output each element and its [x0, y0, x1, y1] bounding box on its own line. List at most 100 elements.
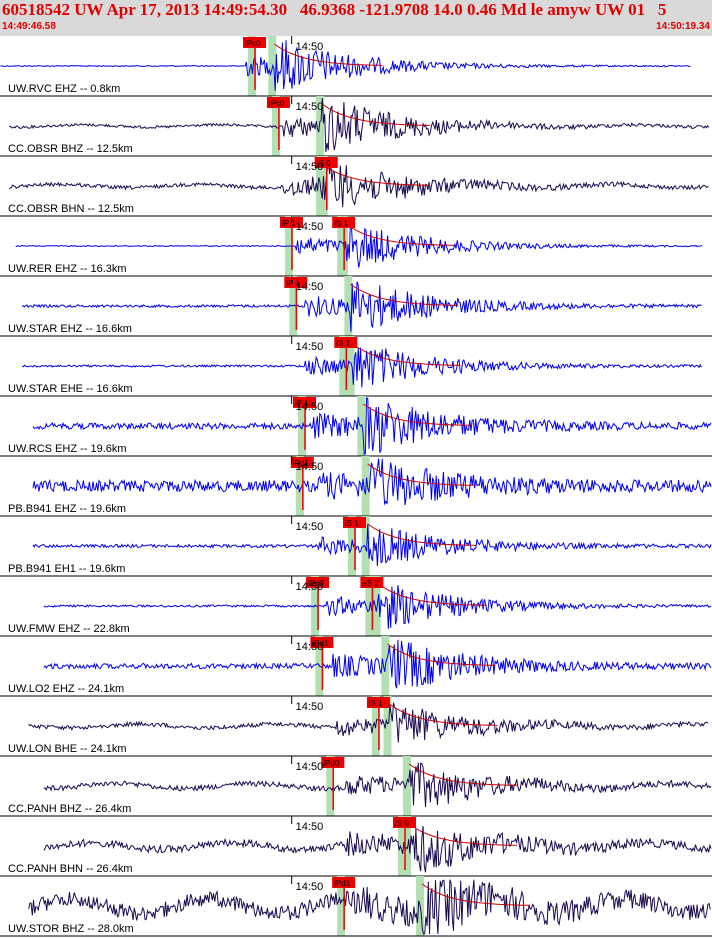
trace-panel: iPc0 eS 2 14:50 UW.FMW EHZ -- 22.8km	[0, 576, 712, 637]
time-tick-label: 14:50	[296, 281, 324, 293]
time-tick-label: 14:50	[296, 641, 324, 653]
time-tick-label: 14:50	[296, 41, 324, 53]
time-tick-label: 14:50	[296, 461, 324, 473]
station-label: UW.STOR BHZ -- 28.0km	[8, 923, 134, 935]
pick-window-band	[295, 456, 304, 516]
time-tick-label: 14:50	[296, 521, 324, 533]
pick-window-band	[316, 96, 325, 156]
pick-label-box	[321, 757, 345, 768]
waveform-trace	[22, 347, 702, 388]
pick-window-band	[248, 36, 257, 96]
start-time-label: 14:49:46.58	[2, 21, 56, 32]
trace-panel: iS 0 14:50 CC.PANH BHN -- 26.4km	[0, 816, 712, 877]
waveform-trace	[32, 397, 712, 455]
pick-window-band	[403, 756, 412, 816]
coda-decay-curve	[345, 223, 455, 246]
station-label: UW.RER EHZ -- 16.3km	[8, 263, 127, 275]
station-label: UW.LON BHE -- 24.1km	[8, 743, 127, 755]
pick-label-box	[314, 157, 338, 168]
time-tick-label: 14:50	[296, 161, 324, 173]
trace-panel: iPc0 14:50 CC.OBSR BHZ -- 12.5km	[0, 96, 712, 157]
pick-label-box	[360, 577, 384, 588]
station-label: CC.PANH BHZ -- 26.4km	[8, 803, 131, 815]
station-label: UW.RCS EHZ -- 19.6km	[8, 443, 127, 455]
pick-window-band	[348, 516, 357, 576]
coda-decay-curve	[367, 463, 476, 486]
pick-window-band	[403, 816, 412, 876]
pick-label: iP 1	[295, 399, 309, 408]
pick-label-box	[343, 517, 367, 528]
station-label: UW.LO2 EHZ -- 24.1km	[8, 683, 124, 695]
time-tick-label: 14:50	[296, 581, 324, 593]
waveform-trace	[43, 585, 712, 629]
trace-panel: iS 014:50 CC.OBSR BHN -- 12.5km	[0, 156, 712, 217]
pick-label: iP 1	[282, 219, 296, 228]
coda-decay-curve	[274, 43, 383, 66]
coda-decay-curve	[389, 703, 498, 726]
station-label: UW.FMW EHZ -- 22.8km	[8, 623, 130, 635]
pick-window-band	[337, 876, 346, 936]
pick-window-band	[383, 696, 392, 756]
coda-decay-curve	[408, 823, 518, 846]
waveform-trace	[28, 879, 711, 935]
waveform-trace	[32, 523, 712, 567]
event-title: 60518542 UW Apr 17, 2013 14:49:54.30 46.…	[2, 0, 667, 19]
pick-window-band	[397, 816, 406, 876]
coda-decay-curve	[321, 103, 431, 126]
pick-label: iS 0	[317, 159, 331, 168]
station-label: PB.B941 EH1 -- 19.6km	[8, 563, 125, 575]
pick-label-box	[306, 577, 330, 588]
pick-label-box	[293, 397, 317, 408]
waveform-trace	[8, 157, 709, 208]
pick-label: iPd1	[312, 639, 329, 648]
station-label: CC.OBSR BHN -- 12.5km	[8, 203, 134, 215]
pick-label-box	[334, 337, 358, 348]
pick-label-box	[290, 457, 314, 468]
trace-panel: iP 114:50 UW.RCS EHZ -- 19.6km	[0, 396, 712, 457]
pick-label: iS 1	[334, 219, 348, 228]
pick-label-box	[266, 97, 290, 108]
pick-label: iS 1	[345, 519, 359, 528]
pick-label: iS 1	[336, 339, 350, 348]
waveform-trace	[43, 639, 712, 689]
waveform-trace	[0, 40, 691, 91]
coda-decay-curve	[387, 643, 496, 666]
time-tick-label: 14:50	[296, 701, 324, 713]
trace-panel: iS 1 14:50 UW.STAR EHE -- 16.6km	[0, 336, 712, 397]
pick-window-band	[357, 396, 366, 456]
trace-panel: iPd1 14:50 UW.STOR BHZ -- 28.0km	[0, 876, 712, 937]
station-label: UW.RVC EHZ -- 0.8km	[8, 83, 120, 95]
pick-label: iPc0	[269, 99, 285, 108]
coda-decay-curve	[378, 583, 487, 606]
pick-label-box	[310, 637, 334, 648]
end-time-label: 14:50:19.34	[656, 21, 710, 32]
pick-label-box	[243, 37, 267, 48]
waveform-trace	[21, 281, 702, 332]
pick-label: iPc0	[245, 39, 261, 48]
pick-label-box	[284, 277, 308, 288]
waveform-trace	[43, 762, 712, 808]
time-tick-label: 14:50	[296, 761, 324, 773]
station-label: PB.B941 EHZ -- 19.6km	[8, 503, 126, 515]
pick-window-band	[372, 576, 381, 636]
waveform-trace	[8, 97, 710, 153]
pick-label-box	[366, 697, 390, 708]
pick-window-band	[361, 516, 370, 576]
pick-label: iP 1	[286, 279, 300, 288]
waveform-trace	[28, 702, 709, 743]
station-label: CC.OBSR BHZ -- 12.5km	[8, 143, 133, 155]
pick-label-box	[392, 817, 416, 828]
time-tick-label: 14:50	[296, 401, 324, 413]
trace-panel: iP 1 iS 1 14:50 UW.RER EHZ -- 16.3km	[0, 216, 712, 277]
time-tick-label: 14:50	[296, 221, 324, 233]
trace-panel: iPc0 14:50 UW.RVC EHZ -- 0.8km	[0, 36, 712, 97]
pick-label: iPd1	[293, 459, 310, 468]
waveform-trace	[15, 222, 703, 268]
pick-window-band	[326, 756, 335, 816]
coda-decay-curve	[350, 283, 459, 306]
waveform-trace	[32, 458, 712, 506]
